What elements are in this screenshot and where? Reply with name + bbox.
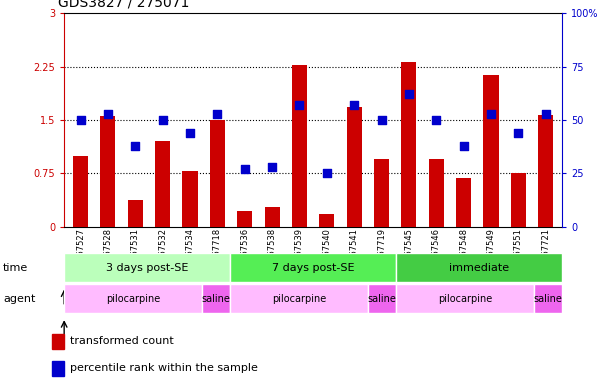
Text: saline: saline	[368, 293, 397, 304]
Bar	[320, 214, 334, 227]
Bar	[52, 361, 64, 376]
Bar	[368, 284, 396, 313]
Bar	[155, 141, 170, 227]
Point	[541, 111, 551, 117]
Bar	[202, 284, 230, 313]
Point	[513, 130, 523, 136]
Point	[76, 117, 86, 123]
Bar	[396, 284, 535, 313]
Bar	[64, 253, 230, 282]
Text: transformed count: transformed count	[70, 336, 174, 346]
Point	[349, 102, 359, 108]
Text: 3 days post-SE: 3 days post-SE	[106, 263, 188, 273]
Text: percentile rank within the sample: percentile rank within the sample	[70, 363, 258, 373]
Point	[267, 164, 277, 170]
Bar	[538, 115, 553, 227]
Bar	[128, 200, 143, 227]
Bar	[64, 284, 202, 313]
Text: agent: agent	[3, 293, 35, 304]
Point	[158, 117, 167, 123]
Text: immediate: immediate	[449, 263, 509, 273]
Bar	[183, 171, 197, 227]
Bar	[374, 159, 389, 227]
Bar	[346, 107, 362, 227]
Bar	[511, 173, 526, 227]
Bar	[456, 178, 471, 227]
Bar	[73, 156, 88, 227]
Text: 7 days post-SE: 7 days post-SE	[272, 263, 354, 273]
Text: saline: saline	[202, 293, 231, 304]
Point	[322, 170, 332, 176]
Bar	[429, 159, 444, 227]
Bar	[265, 207, 280, 227]
Point	[376, 117, 386, 123]
Bar	[483, 75, 499, 227]
Bar	[401, 62, 417, 227]
Point	[459, 142, 469, 149]
Text: time: time	[3, 263, 28, 273]
Point	[404, 91, 414, 98]
Bar	[230, 284, 368, 313]
Point	[431, 117, 441, 123]
Bar	[535, 284, 562, 313]
Bar	[100, 116, 115, 227]
Point	[130, 142, 140, 149]
Point	[240, 166, 250, 172]
Point	[213, 111, 222, 117]
Text: saline: saline	[534, 293, 563, 304]
Bar	[230, 253, 396, 282]
Point	[295, 102, 304, 108]
Text: pilocarpine: pilocarpine	[272, 293, 326, 304]
Point	[486, 111, 496, 117]
Bar	[52, 334, 64, 349]
Point	[103, 111, 113, 117]
Point	[185, 130, 195, 136]
Text: GDS3827 / 275071: GDS3827 / 275071	[58, 0, 189, 10]
Bar	[237, 211, 252, 227]
Bar	[292, 65, 307, 227]
Text: pilocarpine: pilocarpine	[438, 293, 492, 304]
Bar	[210, 120, 225, 227]
Bar	[396, 253, 562, 282]
Text: pilocarpine: pilocarpine	[106, 293, 161, 304]
